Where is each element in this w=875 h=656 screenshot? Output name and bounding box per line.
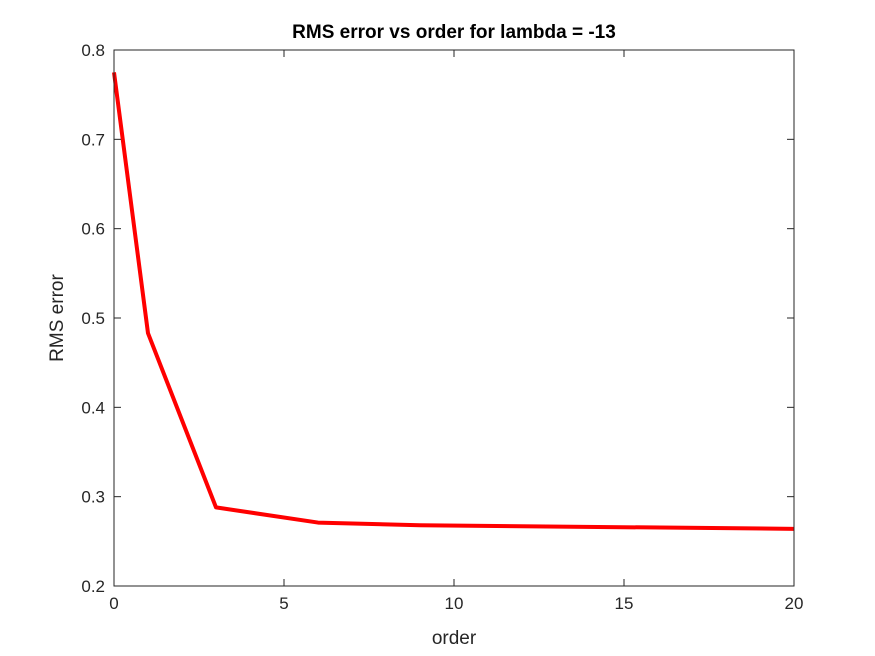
plot-area bbox=[114, 50, 794, 586]
y-tick-label: 0.6 bbox=[81, 220, 105, 239]
y-tick-label: 0.2 bbox=[81, 577, 105, 596]
y-tick-label: 0.8 bbox=[81, 41, 105, 60]
series-line bbox=[112, 72, 795, 531]
y-tick-label: 0.7 bbox=[81, 130, 105, 149]
x-tick-label: 20 bbox=[785, 594, 804, 613]
x-tick-label: 5 bbox=[279, 594, 288, 613]
x-tick-label: 15 bbox=[615, 594, 634, 613]
x-axis-label: order bbox=[432, 628, 477, 649]
chart-title: RMS error vs order for lambda = -13 bbox=[292, 22, 616, 43]
series-layer bbox=[112, 72, 795, 531]
axes-box bbox=[113, 49, 795, 587]
x-tick-label: 10 bbox=[445, 594, 464, 613]
y-axis-label: RMS error bbox=[47, 274, 68, 362]
ticks-layer: 0 5 10 15 20 0.2 0.3 0.4 0.5 0.6 0.7 0.8 bbox=[81, 41, 803, 613]
x-tick-label: 0 bbox=[109, 594, 118, 613]
y-tick-label: 0.3 bbox=[81, 488, 105, 507]
y-tick-label: 0.4 bbox=[81, 398, 105, 417]
y-tick-label: 0.5 bbox=[81, 309, 105, 328]
